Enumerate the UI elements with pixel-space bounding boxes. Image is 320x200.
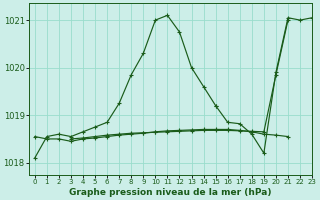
X-axis label: Graphe pression niveau de la mer (hPa): Graphe pression niveau de la mer (hPa) bbox=[69, 188, 272, 197]
